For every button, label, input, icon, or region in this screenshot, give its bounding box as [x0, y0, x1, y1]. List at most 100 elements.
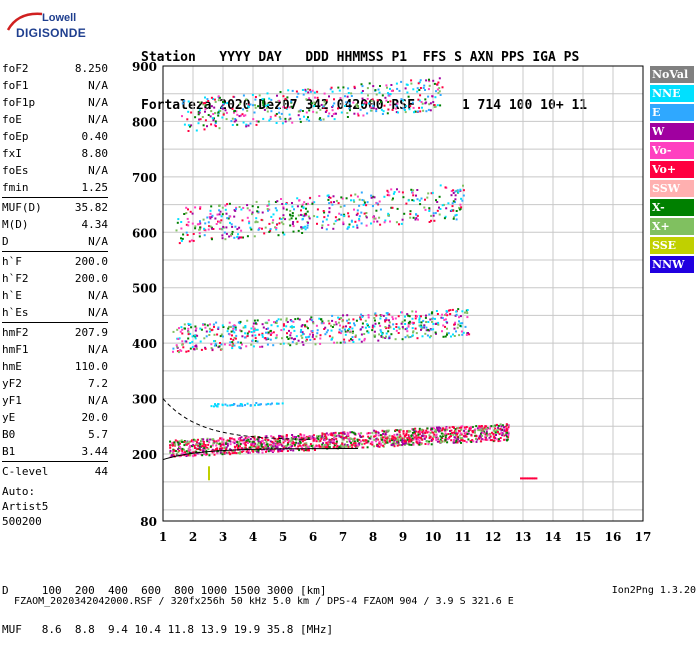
- echo-dot: [346, 434, 349, 437]
- echo-dot: [245, 125, 248, 128]
- echo-dot: [485, 430, 488, 433]
- echo-dot: [301, 341, 304, 344]
- echo-dot: [381, 441, 384, 444]
- echo-dot: [404, 315, 406, 318]
- echo-dot: [218, 442, 221, 445]
- echo-dot: [205, 451, 208, 454]
- echo-dot: [217, 111, 220, 114]
- param-value: N/A: [88, 164, 108, 177]
- echo-dot: [437, 321, 440, 324]
- echo-dot: [231, 225, 234, 228]
- echo-dot: [233, 442, 236, 445]
- echo-dot: [429, 109, 432, 112]
- echo-dot: [459, 324, 462, 327]
- echo-dot: [412, 106, 415, 109]
- echo-dot: [182, 346, 185, 349]
- echo-dot: [417, 436, 420, 439]
- echo-dot: [346, 330, 349, 333]
- echo-dot: [243, 114, 245, 117]
- echo-dot: [452, 189, 455, 192]
- echo-dot: [418, 321, 421, 324]
- echo-dot: [328, 438, 331, 441]
- echo-dot: [260, 443, 263, 446]
- echo-dot: [261, 345, 264, 348]
- echo-dot: [261, 211, 264, 214]
- echo-dot: [501, 424, 504, 427]
- echo-dot: [229, 437, 231, 440]
- echo-dot: [215, 440, 218, 443]
- echo-dot: [387, 330, 390, 333]
- echo-dot: [499, 439, 502, 442]
- echo-dot: [346, 227, 349, 230]
- echo-dot: [427, 430, 430, 433]
- echo-dot: [180, 221, 183, 223]
- echo-dot: [205, 335, 208, 338]
- echo-dot: [480, 431, 483, 434]
- echo-dot: [212, 97, 214, 100]
- echo-dot: [463, 429, 466, 432]
- echo-dot: [318, 445, 321, 448]
- echo-dot: [351, 327, 354, 330]
- echo-dot: [370, 441, 373, 444]
- echo-dot: [248, 209, 251, 212]
- echo-dot: [276, 446, 279, 449]
- echo-dot: [391, 108, 394, 111]
- echo-dot: [212, 113, 215, 115]
- echo-dot: [420, 428, 423, 431]
- echo-dot: [436, 427, 439, 430]
- echo-dot: [430, 431, 433, 434]
- echo-dot: [200, 348, 203, 351]
- echo-dot: [399, 435, 402, 438]
- echo-dot: [463, 439, 466, 442]
- echo-dot: [338, 89, 341, 92]
- echo-dot: [213, 344, 216, 347]
- echo-dot: [290, 105, 293, 108]
- echo-dot: [454, 198, 457, 201]
- echo-dot: [377, 431, 380, 434]
- echo-dot: [432, 431, 435, 434]
- echo-dot: [378, 440, 381, 443]
- echo-dot: [176, 350, 179, 353]
- echo-dot: [432, 214, 435, 217]
- echo-dot: [446, 333, 448, 336]
- echo-dot: [392, 440, 395, 443]
- echo-dot: [261, 437, 264, 439]
- echo-dot: [375, 444, 378, 447]
- echo-dot: [333, 222, 336, 225]
- echo-dot: [434, 212, 437, 215]
- echo-dot: [352, 440, 354, 443]
- echo-dot: [419, 325, 422, 328]
- echo-dot: [364, 319, 367, 322]
- echo-dot: [382, 439, 385, 442]
- echo-dot: [493, 430, 496, 433]
- echo-dot: [323, 216, 326, 219]
- echo-dot: [412, 321, 415, 324]
- echo-dot: [412, 88, 415, 91]
- echo-dot: [427, 321, 430, 323]
- echo-dot: [346, 440, 348, 443]
- echo-dot: [458, 316, 460, 319]
- echo-dot: [346, 116, 349, 118]
- echo-dot: [377, 445, 379, 448]
- echo-dot: [214, 122, 217, 124]
- echo-dot: [467, 430, 470, 433]
- echo-dot: [226, 203, 229, 206]
- echo-dot: [229, 326, 232, 328]
- echo-dot: [467, 432, 470, 435]
- echo-dot: [413, 436, 416, 439]
- auto-program: Artist5: [2, 500, 49, 513]
- echo-dot: [186, 234, 189, 236]
- echo-dot: [438, 77, 441, 80]
- echo-dot: [233, 324, 236, 327]
- echo-dot: [290, 100, 293, 103]
- echo-dot: [175, 344, 178, 347]
- echo-dot: [301, 440, 304, 443]
- echo-dot: [436, 104, 439, 107]
- echo-dot: [313, 91, 316, 94]
- echo-dot: [278, 439, 281, 442]
- echo-dot: [403, 319, 406, 322]
- echo-dot: [426, 427, 429, 430]
- echo-dot: [378, 322, 381, 325]
- echo-dot: [197, 444, 200, 447]
- echo-dot: [389, 93, 392, 96]
